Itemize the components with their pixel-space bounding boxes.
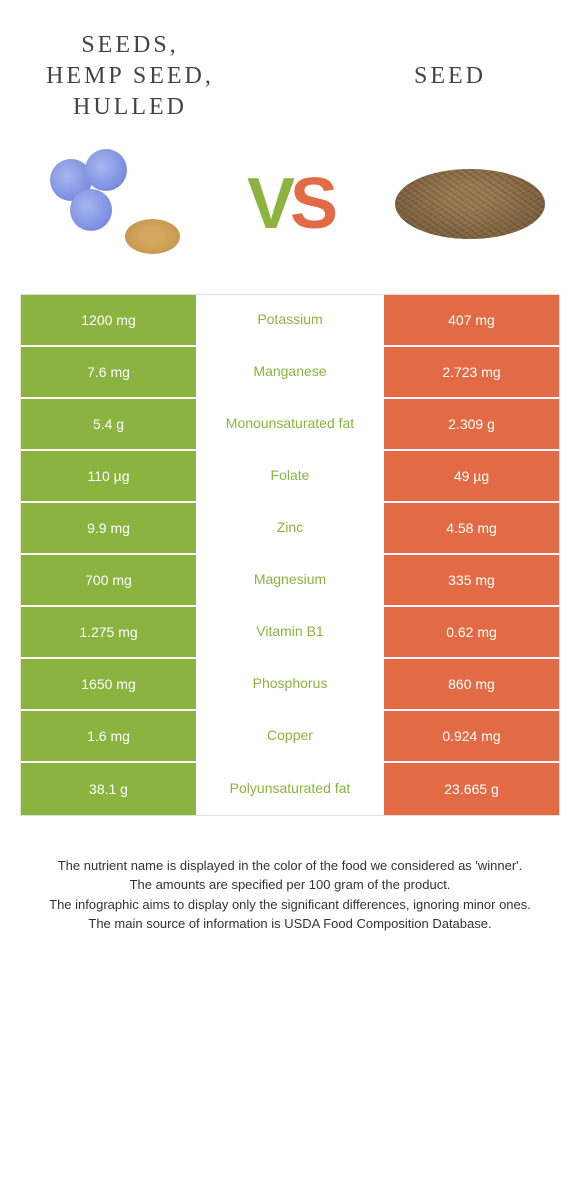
nutrient-label-cell: Zinc [196,503,384,555]
vs-label: VS [247,163,333,245]
vs-s: S [290,164,333,244]
left-value-cell: 1200 mg [21,295,196,347]
table-row: 1650 mgPhosphorus860 mg [21,659,559,711]
left-value-cell: 700 mg [21,555,196,607]
vs-v: V [247,164,290,244]
right-food-image [390,144,550,264]
left-value-cell: 9.9 mg [21,503,196,555]
table-row: 9.9 mgZinc4.58 mg [21,503,559,555]
left-value-cell: 1650 mg [21,659,196,711]
nutrient-label-cell: Vitamin B1 [196,607,384,659]
nutrient-label-cell: Phosphorus [196,659,384,711]
images-row: VS [0,134,580,294]
right-value-cell: 0.924 mg [384,711,559,763]
nutrient-label-cell: Monounsaturated fat [196,399,384,451]
table-row: 1200 mgPotassium407 mg [21,295,559,347]
right-value-cell: 49 µg [384,451,559,503]
right-value-cell: 0.62 mg [384,607,559,659]
right-food-title: Seed [360,61,540,92]
nutrient-label-cell: Copper [196,711,384,763]
header: Seeds, hemp seed, hulled Seed [0,0,580,134]
right-value-cell: 23.665 g [384,763,559,815]
table-row: 7.6 mgManganese2.723 mg [21,347,559,399]
right-value-cell: 2.309 g [384,399,559,451]
table-row: 38.1 gPolyunsaturated fat23.665 g [21,763,559,815]
left-value-cell: 110 µg [21,451,196,503]
nutrient-label-cell: Potassium [196,295,384,347]
right-value-cell: 2.723 mg [384,347,559,399]
footnote-line: The nutrient name is displayed in the co… [30,856,550,876]
left-value-cell: 7.6 mg [21,347,196,399]
right-value-cell: 4.58 mg [384,503,559,555]
table-row: 110 µgFolate49 µg [21,451,559,503]
nutrient-label-cell: Manganese [196,347,384,399]
table-row: 700 mgMagnesium335 mg [21,555,559,607]
table-row: 5.4 gMonounsaturated fat2.309 g [21,399,559,451]
footnotes: The nutrient name is displayed in the co… [0,856,580,964]
nutrient-label-cell: Magnesium [196,555,384,607]
flax-flower-icon [40,149,180,259]
nutrient-label-cell: Folate [196,451,384,503]
left-value-cell: 1.275 mg [21,607,196,659]
right-value-cell: 335 mg [384,555,559,607]
table-row: 1.6 mgCopper0.924 mg [21,711,559,763]
footnote-line: The infographic aims to display only the… [30,895,550,915]
seed-pile-icon [395,169,545,239]
right-value-cell: 860 mg [384,659,559,711]
left-food-image [30,144,190,264]
left-food-title: Seeds, hemp seed, hulled [40,30,220,124]
footnote-line: The amounts are specified per 100 gram o… [30,875,550,895]
left-value-cell: 1.6 mg [21,711,196,763]
left-value-cell: 5.4 g [21,399,196,451]
left-value-cell: 38.1 g [21,763,196,815]
footnote-line: The main source of information is USDA F… [30,914,550,934]
right-value-cell: 407 mg [384,295,559,347]
table-row: 1.275 mgVitamin B10.62 mg [21,607,559,659]
nutrient-comparison-table: 1200 mgPotassium407 mg7.6 mgManganese2.7… [20,294,560,816]
nutrient-label-cell: Polyunsaturated fat [196,763,384,815]
